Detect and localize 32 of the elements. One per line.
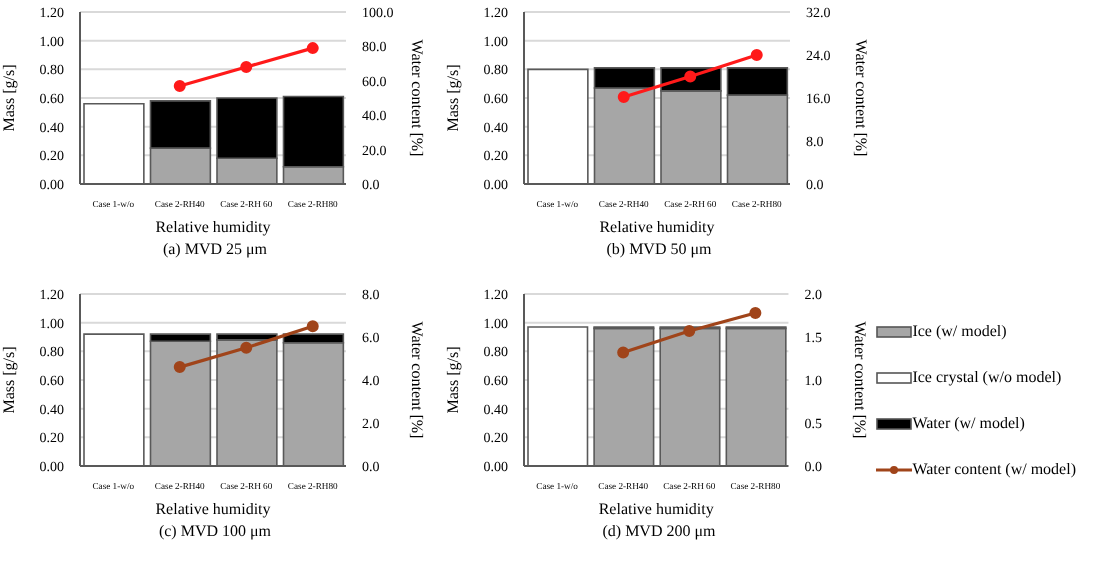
point <box>617 346 630 359</box>
y-axis-title: Mass [g/s] <box>0 63 18 132</box>
point <box>306 42 319 55</box>
legend-label: Water (w/ model) <box>912 414 1025 432</box>
y2-axis-title: Water content [%] <box>852 39 871 158</box>
text: (c) MVD 100 μm <box>156 522 274 540</box>
legend-label: Water content (w/ model) <box>912 460 1076 478</box>
text: (b) MVD 50 μm <box>604 240 714 258</box>
x-axis-title: Relative humidity <box>598 500 714 518</box>
text: (a) MVD 25 μm <box>160 240 270 258</box>
point <box>617 90 630 103</box>
point <box>240 341 253 354</box>
point <box>684 70 697 83</box>
legend-label: Ice crystal (w/o model) <box>912 368 1062 386</box>
point <box>306 320 319 333</box>
x-axis-title: Relative humidity <box>155 500 271 518</box>
point <box>750 49 763 61</box>
y-axis-title: Mass [g/s] <box>443 63 462 132</box>
y2-axis-title: Water content [%] <box>850 321 869 440</box>
y-axis-title: Mass [g/s] <box>0 345 18 414</box>
x-axis-title: Relative humidity <box>599 218 715 236</box>
y2-axis-title: Water content [%] <box>408 39 427 158</box>
legend-label: Ice (w/ model) <box>912 322 1007 340</box>
point <box>683 324 696 337</box>
y-axis-title: Mass [g/s] <box>443 345 462 414</box>
text: (d) MVD 200 μm <box>600 522 718 540</box>
point <box>749 306 762 319</box>
point <box>173 361 186 374</box>
point <box>173 79 186 92</box>
y2-axis-title: Water content [%] <box>408 321 427 440</box>
x-axis-title: Relative humidity <box>155 218 271 236</box>
point <box>240 61 253 74</box>
